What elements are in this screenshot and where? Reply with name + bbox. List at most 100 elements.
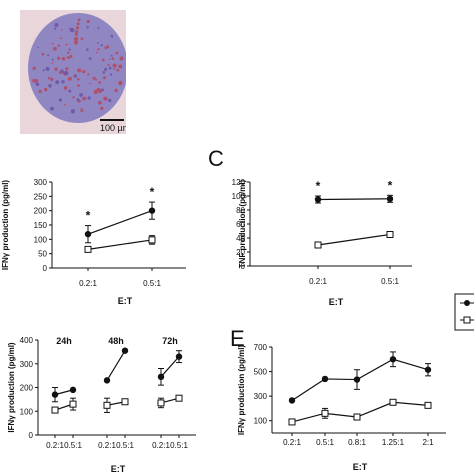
panel-b-ifn-point-open: [148, 236, 156, 244]
panel-e-ifn-y-tick-label: 100: [254, 417, 268, 426]
stain-dot: [61, 80, 65, 84]
stain-dot: [101, 58, 105, 62]
stain-dot: [109, 58, 111, 60]
stain-dot: [96, 51, 98, 54]
stain-dot: [32, 78, 37, 83]
panel-d-ifn-time-point-filled: [157, 373, 165, 381]
stain-dot: [51, 58, 54, 61]
panel-e-ifn-point-open: [321, 409, 329, 417]
stain-dot: [74, 36, 79, 42]
panel-d-ifn-time-y-axis-label: IFNγ production (pg/ml): [7, 342, 16, 433]
stain-dot: [88, 57, 92, 60]
stain-dot: [110, 34, 114, 38]
stain-dot: [48, 84, 52, 88]
stain-dot: [89, 82, 91, 85]
stain-dot: [55, 47, 57, 50]
stain-dot: [80, 37, 84, 40]
panel-d-ifn-time-point-open: [103, 401, 111, 409]
panel-c-tnf-point-filled: [314, 196, 322, 203]
stain-dot: [63, 103, 66, 106]
panel-d-ifn-time-y-tick-label: 300: [20, 360, 34, 369]
panel-e-ifn-y-axis-label: IFNγ production (pg/ml): [237, 345, 246, 436]
panel-e-ifn-y-tick-label: 500: [254, 368, 268, 377]
stain-dot: [86, 48, 89, 51]
stain-dot: [104, 67, 108, 71]
panel-d-ifn-time-point-filled: [51, 391, 59, 398]
stain-dot: [67, 76, 72, 81]
stain-dot: [100, 44, 103, 47]
stain-dot: [102, 71, 106, 74]
stain-dot: [41, 53, 45, 56]
panel-d-ifn-time-series-0-line: [160, 356, 180, 378]
stain-dot: [86, 19, 90, 24]
panel-label-e: E: [230, 326, 245, 351]
panel-d-ifn-time-point-open: [175, 394, 183, 402]
panel-c-tnf-y-tick-label: 0: [241, 262, 246, 271]
panel-b-ifn-point-open: [84, 245, 92, 253]
stain-dot: [111, 57, 115, 60]
panel-e-ifn-point-open: [353, 413, 361, 421]
panel-e-ifn-x-tick-label: 0.8:1: [348, 438, 366, 447]
stain-dot: [45, 66, 50, 71]
panel-c-tnf-series-1-line: [317, 233, 391, 246]
stain-dot: [38, 89, 42, 94]
stain-dot: [113, 68, 116, 70]
stain-dot: [101, 88, 104, 92]
stain-dot: [116, 68, 120, 72]
panel-e-ifn-x-tick-label: 0.5:1: [316, 438, 334, 447]
panel-d-ifn-time-x-tick-label: 0.2:1: [46, 441, 64, 450]
stain-dot: [103, 96, 108, 101]
stain-dot: [35, 82, 40, 86]
panel-d-ifn-time-group-label: 24h: [56, 336, 72, 346]
stain-dot: [67, 51, 70, 55]
panel-e-ifn-y-tick-label: 300: [254, 392, 268, 401]
stain-dot: [70, 28, 75, 33]
panel-c-tnf-significance-star: *: [316, 179, 321, 193]
stain-dot: [109, 73, 113, 76]
panel-d-ifn-time-y-tick-label: 400: [20, 336, 34, 345]
stain-dot: [77, 84, 80, 87]
panel-e-ifn-point-open: [424, 401, 432, 409]
panel-c-tnf-y-tick-label: 60: [236, 220, 245, 229]
stain-dot: [92, 76, 96, 80]
legend-marker-open: [463, 316, 471, 324]
panel-d-ifn-time-point-open: [157, 399, 165, 407]
panel-b-ifn-x-tick-label: 0.2:1: [79, 279, 97, 288]
stain-dot: [98, 100, 102, 105]
panel-b-ifn-point-filled: [84, 230, 92, 238]
stain-dot: [77, 18, 81, 22]
panel-b-ifn-y-tick-label: 250: [34, 192, 48, 201]
panel-b-ifn-series-1-line: [87, 239, 153, 250]
panel-c-tnf-significance-star: *: [388, 178, 393, 192]
stain-dot: [63, 86, 68, 90]
stain-dot: [86, 26, 89, 29]
stain-dot: [76, 98, 80, 102]
stain-dot: [70, 109, 75, 114]
stain-dot: [115, 51, 119, 55]
panel-d-ifn-time-point-open: [121, 398, 129, 406]
stain-dot: [114, 64, 117, 67]
stain-dot: [118, 64, 123, 69]
stain-dot: [54, 67, 58, 71]
panel-b-ifn-y-axis-label: IFNγ production (pg/ml): [1, 180, 10, 271]
stain-dot: [75, 26, 79, 30]
stain-dot: [81, 109, 84, 113]
stain-dot: [58, 71, 62, 75]
panel-b-ifn-x-tick-label: 0.5:1: [143, 279, 161, 288]
panel-d-ifn-time-x-axis-label: E:T: [111, 464, 126, 474]
panel-d-ifn-time-point-filled: [103, 377, 111, 384]
panel-c-tnf-y-tick-label: 20: [236, 248, 245, 257]
stain-dot: [57, 56, 61, 60]
panel-b-ifn-y-tick-label: 0: [43, 264, 48, 273]
stain-dot: [97, 48, 100, 51]
stain-dot: [110, 54, 113, 57]
stain-dot: [79, 93, 83, 97]
panel-c-tnf-series-0-line: [317, 198, 391, 201]
panel-e-ifn-point-open: [288, 418, 296, 426]
legend-marker-filled: [464, 300, 470, 306]
panel-d-ifn-time-y-tick-label: 200: [20, 384, 34, 393]
panel-c-tnf-y-tick-label: 80: [236, 206, 245, 215]
stain-dot: [100, 106, 104, 111]
stain-dot: [103, 76, 106, 80]
